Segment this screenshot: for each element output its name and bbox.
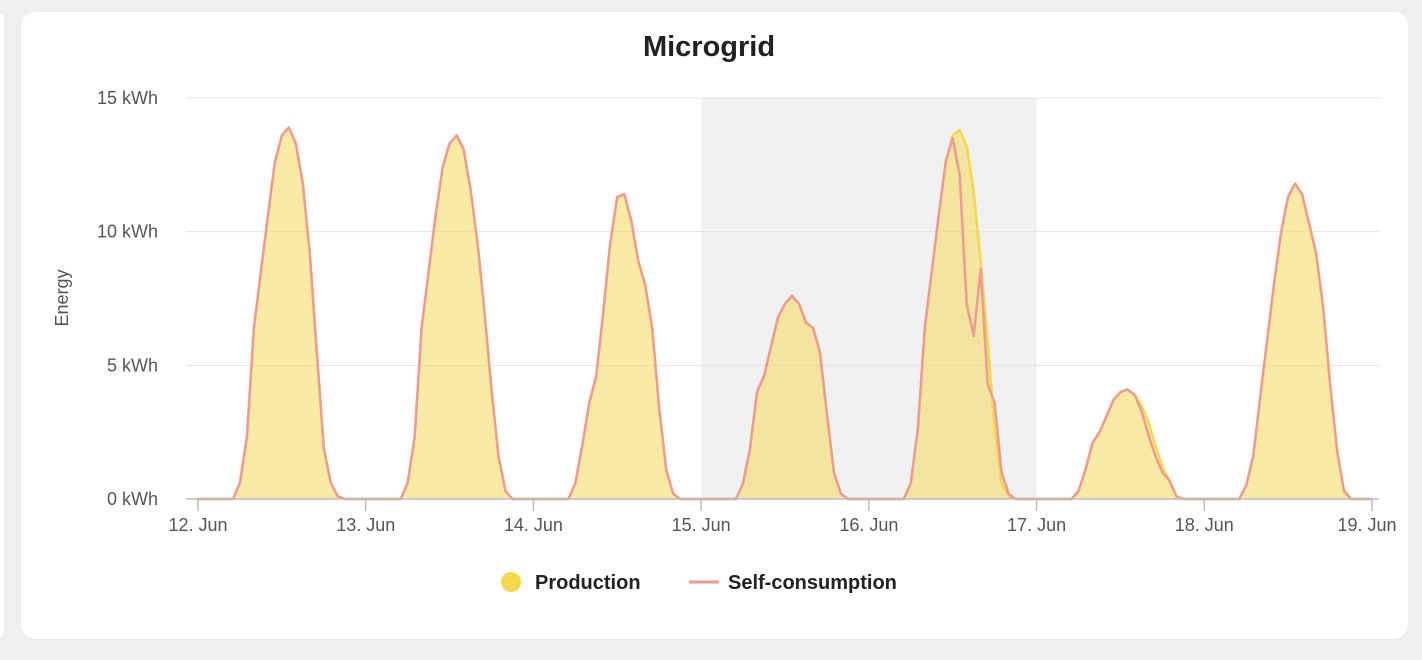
y-axis-label: Energy <box>52 269 72 326</box>
x-tick-label: 14. Jun <box>504 515 563 535</box>
legend-item-self-consumption[interactable]: Self-consumption <box>689 572 897 594</box>
legend-production-marker <box>501 572 521 592</box>
self-consumption-line <box>198 126 1372 501</box>
x-tick-label: 15. Jun <box>672 515 731 535</box>
legend-production-label: Production <box>535 572 641 594</box>
y-tick-label: 5 kWh <box>107 355 158 375</box>
x-tick-label: 16. Jun <box>839 515 898 535</box>
production-area <box>198 127 1372 500</box>
chart-card: Microgrid Energy 0 kWh 5 kWh 10 kWh 15 kWh … <box>21 12 1408 639</box>
x-tick-label: 18. Jun <box>1175 515 1234 535</box>
x-tick-label: 19. Jun <box>1337 515 1396 535</box>
legend: Production Self-consumption <box>501 572 897 594</box>
x-tick-label: 17. Jun <box>1007 515 1066 535</box>
chart-title: Microgrid <box>643 31 775 63</box>
adjacent-card-edge <box>0 14 4 636</box>
legend-item-production[interactable]: Production <box>501 572 641 594</box>
y-tick-label: 10 kWh <box>97 222 158 242</box>
series-layer <box>198 126 1372 501</box>
x-tick-label: 13. Jun <box>336 515 395 535</box>
y-axis-ticks: 0 kWh 5 kWh 10 kWh 15 kWh <box>97 88 158 509</box>
y-tick-label: 0 kWh <box>107 489 158 509</box>
y-tick-label: 15 kWh <box>97 88 158 108</box>
x-axis-ticks: 12. Jun 13. Jun 14. Jun 15. Jun 16. Jun 17. J… <box>168 499 1397 535</box>
legend-self-consumption-label: Self-consumption <box>728 572 897 594</box>
x-tick-label: 12. Jun <box>168 515 227 535</box>
